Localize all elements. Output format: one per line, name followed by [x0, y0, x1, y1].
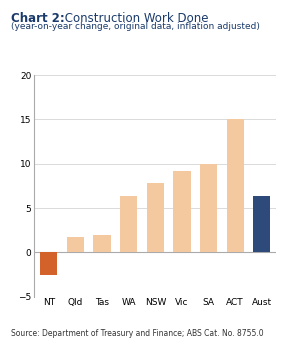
Bar [147, 183, 164, 252]
Bar [173, 171, 191, 252]
Bar [227, 119, 244, 252]
Bar [40, 252, 58, 275]
Bar [253, 196, 270, 252]
Text: Construction Work Done: Construction Work Done [61, 12, 209, 25]
Bar [93, 236, 111, 252]
Text: (year-on-year change, original data, inflation adjusted): (year-on-year change, original data, inf… [11, 22, 260, 31]
Text: Chart 2:: Chart 2: [11, 12, 65, 25]
Bar [120, 196, 137, 252]
Bar [200, 164, 217, 252]
Bar [67, 237, 84, 252]
Text: Source: Department of Treasury and Finance; ABS Cat. No. 8755.0: Source: Department of Treasury and Finan… [11, 329, 264, 338]
